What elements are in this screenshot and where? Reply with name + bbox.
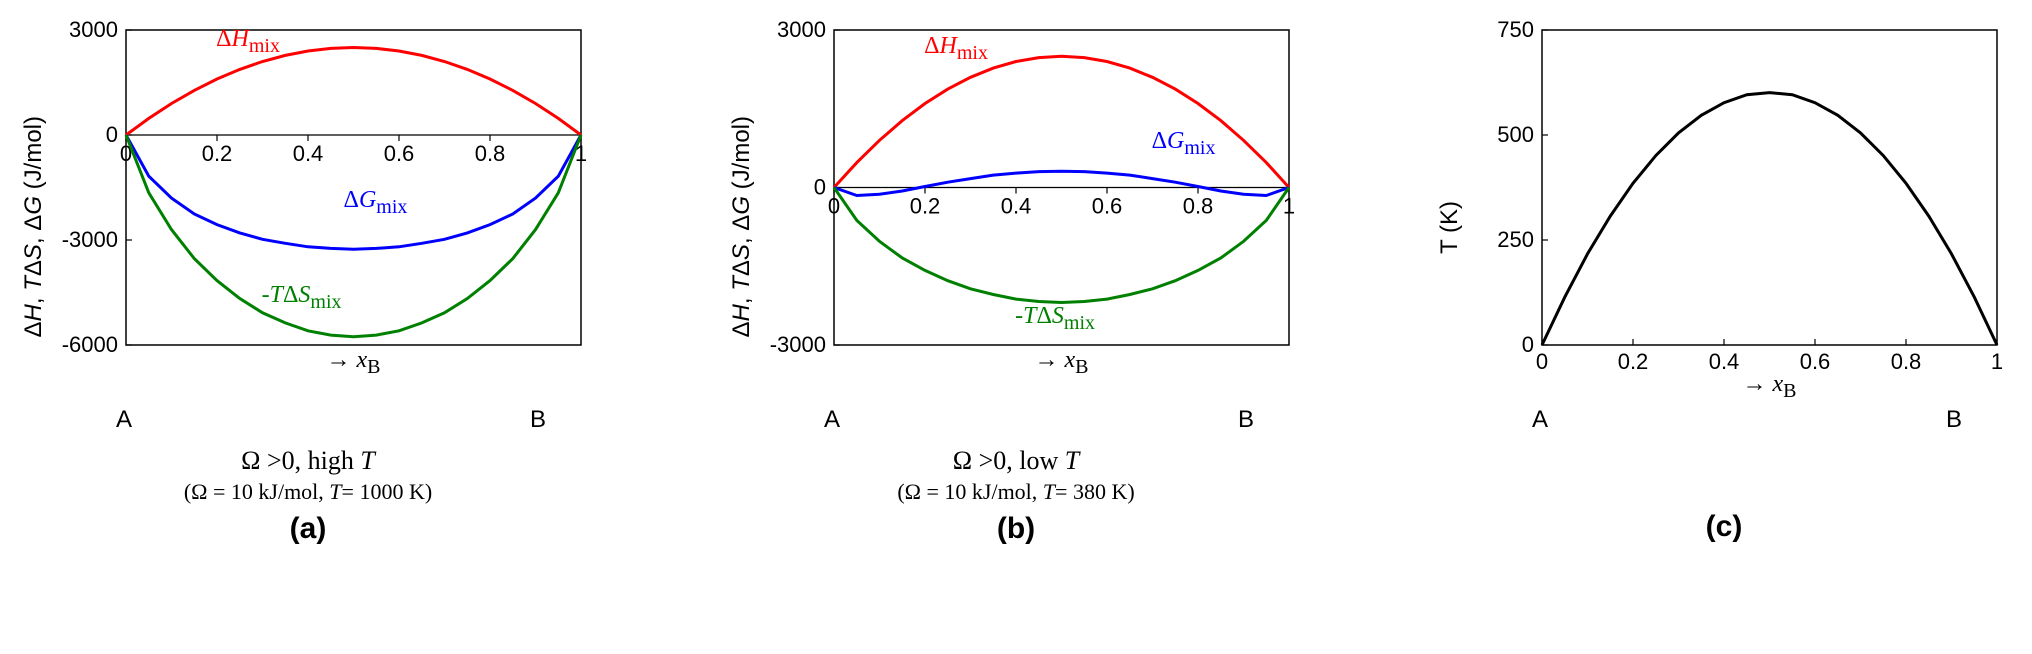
endpoint-right: B (1238, 406, 1254, 434)
svg-text:0.2: 0.2 (910, 194, 941, 219)
svg-text:750: 750 (1497, 20, 1534, 42)
panel-c: T (K)00.20.40.60.810250500750→ xBAB(c) (1436, 20, 2012, 544)
panel-letter-c: (c) (1706, 510, 1743, 544)
svg-text:250: 250 (1497, 227, 1534, 252)
series-dH (834, 56, 1289, 187)
svg-text:0.6: 0.6 (1092, 194, 1123, 219)
panels-container: ΔH, TΔS, ΔG (J/mol) 0 0.2 0.4 0.6 0.8 1 -6000 -3… (20, 20, 2012, 546)
svg-text:1: 1 (1283, 194, 1295, 219)
plot-b: 00.20.40.60.81-300003000→ xBΔHmixΔGmix-T… (764, 20, 1304, 400)
panel-letter-b: (b) (997, 512, 1035, 546)
plot-c: 00.20.40.60.810250500750→ xB (1472, 20, 2012, 400)
endpoints-c: AB (1472, 406, 2012, 434)
svg-text:-3000: -3000 (62, 227, 118, 252)
series-mTdS (834, 188, 1289, 303)
svg-text:0.8: 0.8 (475, 141, 506, 166)
svg-text:0.4: 0.4 (1001, 194, 1032, 219)
svg-text:500: 500 (1497, 122, 1534, 147)
svg-text:0.6: 0.6 (384, 141, 415, 166)
panel-b: ΔH, TΔS, ΔG (J/mol) 0 0.2 0.4 0.6 0.8 1 -3000 0 3… (728, 20, 1304, 546)
series-dH (126, 48, 581, 136)
caption-b: Ω >0, low T(Ω = 10 kJ/mol, T= 380 K) (897, 444, 1134, 506)
ylabel-c: T (K) (1436, 201, 1464, 254)
svg-text:0.2: 0.2 (202, 141, 233, 166)
svg-text:-3000: -3000 (770, 332, 826, 357)
endpoint-left: A (824, 406, 840, 434)
panel-letter-a: (a) (290, 512, 327, 546)
svg-text:-6000: -6000 (62, 332, 118, 357)
series-dG (834, 171, 1289, 195)
svg-text:0: 0 (106, 122, 118, 147)
svg-text:0.8: 0.8 (1183, 194, 1214, 219)
svg-text:3000: 3000 (777, 20, 826, 42)
svg-text:0: 0 (1522, 332, 1534, 357)
endpoints-a: AB (56, 406, 596, 434)
ylabel-a: ΔH, TΔS, ΔG (J/mol) (20, 116, 48, 337)
svg-text:0: 0 (814, 175, 826, 200)
ylabel-b: ΔH, TΔS, ΔG (J/mol) (728, 116, 756, 337)
svg-text:3000: 3000 (69, 20, 118, 42)
svg-text:0.4: 0.4 (293, 141, 324, 166)
endpoints-b: AB (764, 406, 1304, 434)
endpoint-left: A (1532, 406, 1548, 434)
series-Tc (1542, 93, 1997, 345)
caption-a: Ω >0, high T(Ω = 10 kJ/mol, T= 1000 K) (184, 444, 432, 506)
panel-a: ΔH, TΔS, ΔG (J/mol)00.20.40.60.81-6000-3… (20, 20, 596, 546)
endpoint-right: B (1946, 406, 1962, 434)
plot-a: 00.20.40.60.81-6000-300003000→ xBΔHmixΔG… (56, 20, 596, 400)
endpoint-right: B (530, 406, 546, 434)
endpoint-left: A (116, 406, 132, 434)
svg-text:0: 0 (828, 194, 840, 219)
